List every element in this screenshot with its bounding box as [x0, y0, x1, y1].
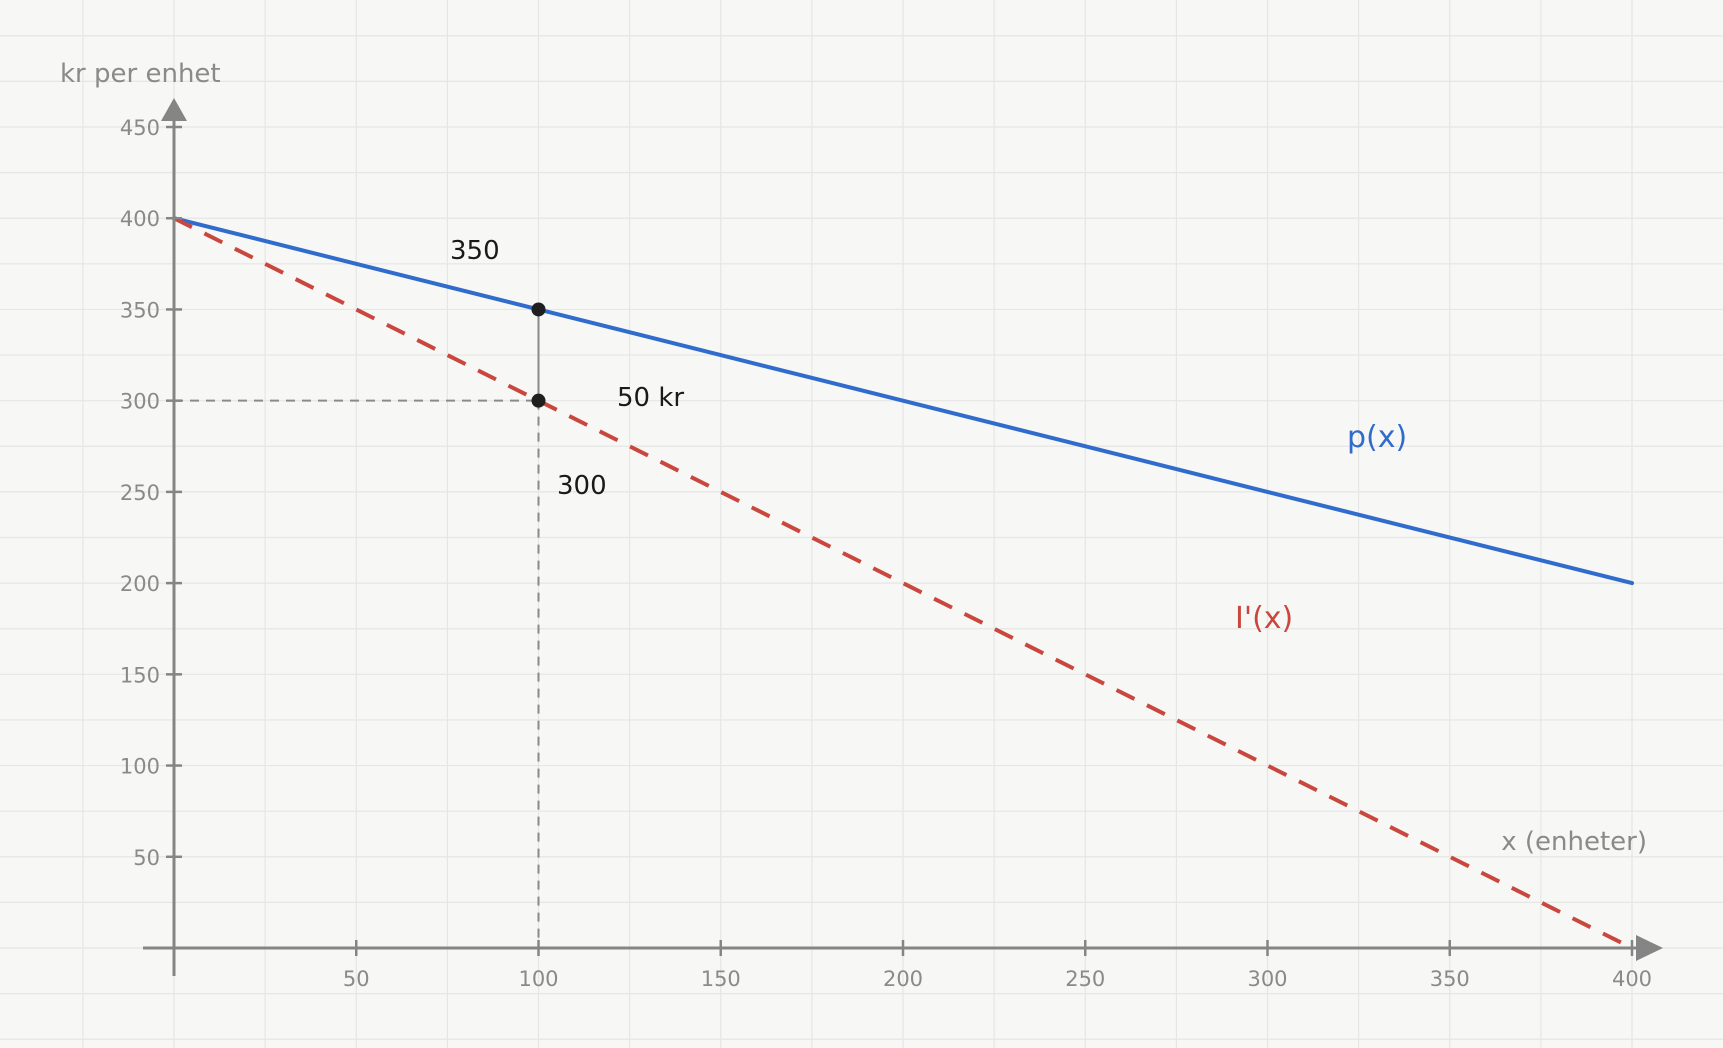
x-tick-label: 100	[518, 967, 558, 991]
y-tick-label: 100	[120, 755, 160, 779]
point-marginal-at-100	[531, 393, 546, 408]
x-tick-label: 200	[883, 967, 923, 991]
x-tick-label: 250	[1065, 967, 1105, 991]
x-axis-arrow	[1636, 935, 1663, 961]
x-tick-label: 300	[1247, 967, 1287, 991]
y-tick-label: 150	[120, 663, 160, 687]
x-tick-label: 50	[343, 967, 370, 991]
y-tick-label: 450	[120, 116, 160, 140]
series-label-marginal: I'(x)	[1235, 601, 1293, 636]
series-line-p	[172, 216, 1634, 586]
series-layer	[172, 216, 1634, 950]
difference-label: 50 kr	[617, 383, 684, 413]
y-tick-label: 250	[120, 481, 160, 505]
marginal-value-label: 300	[557, 471, 607, 501]
y-tick-label: 200	[120, 572, 160, 596]
x-tick-label: 400	[1612, 967, 1652, 991]
series-label-p: p(x)	[1347, 420, 1407, 455]
guide-lines	[174, 309, 540, 948]
p-value-label: 350	[450, 236, 500, 266]
y-axis-title: kr per enhet	[60, 59, 221, 89]
ticks: 50 100 150 200 250 300 350 400 50 100 150 200 250 300…	[120, 116, 1652, 991]
point-p-at-100	[531, 302, 546, 317]
y-axis-arrow	[161, 98, 187, 121]
x-tick-label: 150	[701, 967, 741, 991]
x-tick-label: 350	[1430, 967, 1470, 991]
axes	[143, 98, 1663, 976]
x-axis-title: x (enheter)	[1501, 827, 1647, 857]
y-tick-label: 50	[133, 846, 160, 870]
highlight-points	[531, 302, 546, 408]
y-tick-label: 300	[120, 390, 160, 414]
y-tick-label: 350	[120, 298, 160, 322]
y-tick-label: 400	[120, 207, 160, 231]
